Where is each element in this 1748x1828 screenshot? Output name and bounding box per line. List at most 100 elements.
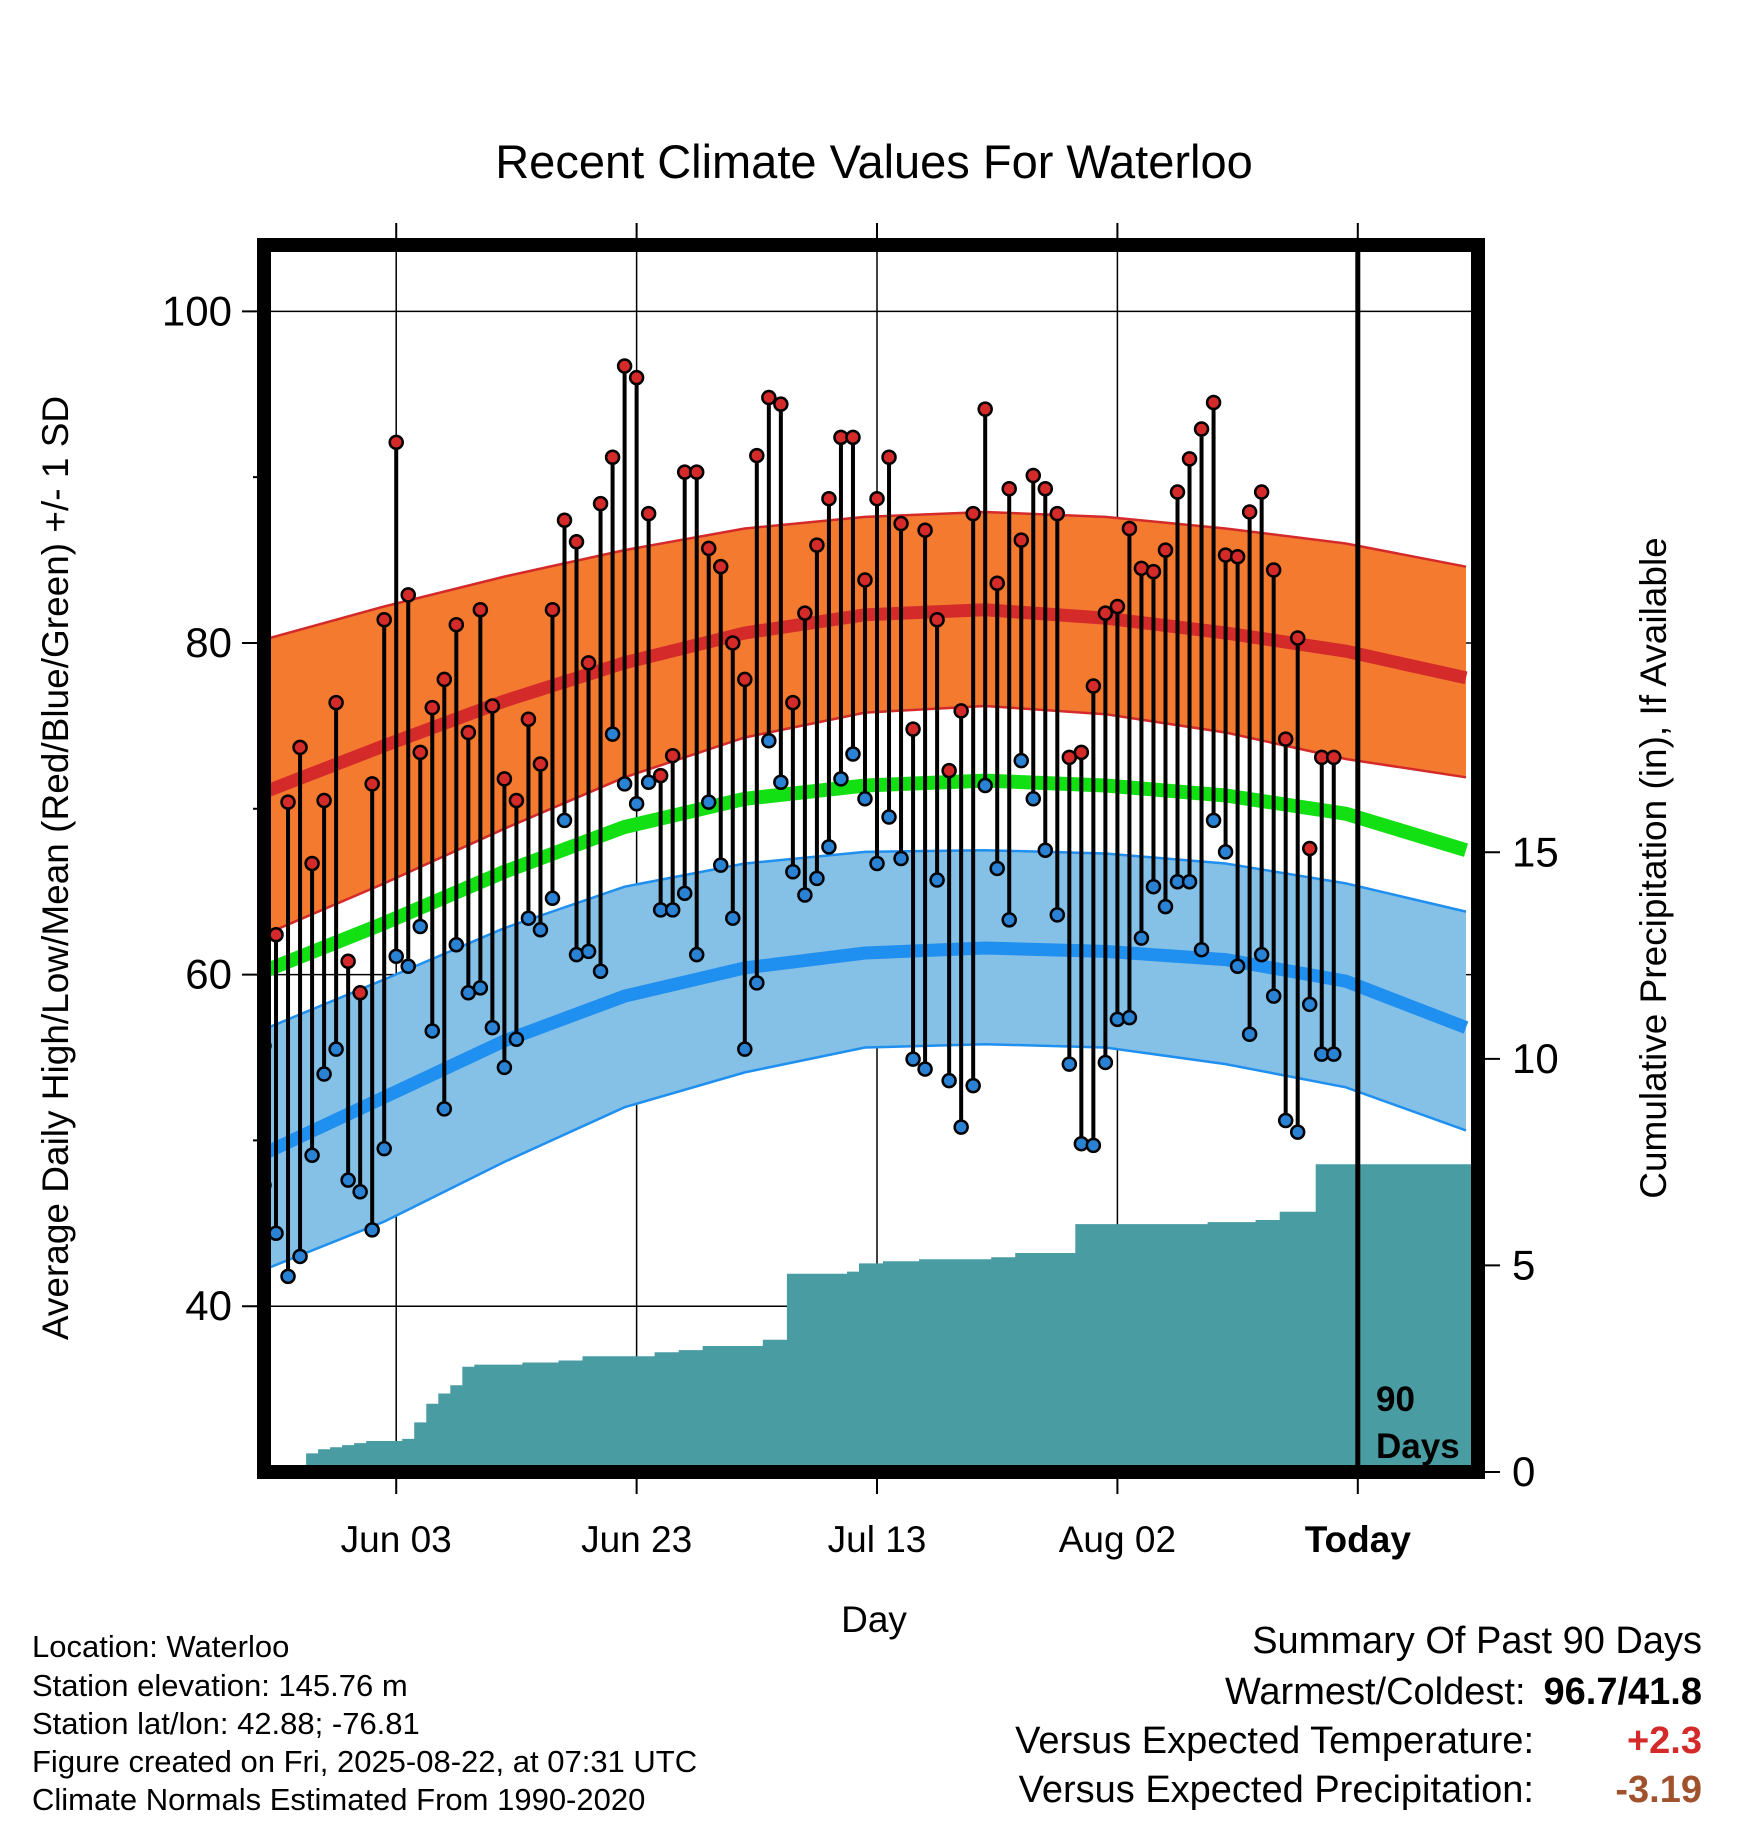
- daily-high-point: [725, 635, 741, 651]
- daily-high-point: [412, 744, 429, 761]
- daily-low-point: [388, 948, 404, 965]
- summary-precip-value: -3.19: [1615, 1769, 1702, 1811]
- daily-high-point: [797, 605, 813, 621]
- daily-low-point: [1326, 1046, 1342, 1062]
- daily-high-point: [520, 711, 537, 727]
- daily-high-point: [340, 953, 356, 970]
- daily-high-point: [1049, 505, 1066, 522]
- daily-low-point: [1265, 988, 1282, 1004]
- daily-high-point: [448, 616, 465, 633]
- daily-low-point: [1277, 1112, 1294, 1129]
- daily-low-point: [1145, 878, 1162, 895]
- daily-high-point: [737, 671, 753, 688]
- daily-low-point: [556, 812, 573, 829]
- daily-high-point: [1326, 749, 1342, 766]
- daily-low-point: [1013, 752, 1029, 769]
- daily-high-point: [652, 767, 669, 784]
- daily-high-point: [1085, 678, 1102, 694]
- y-right-tick-label: 0: [1512, 1448, 1535, 1495]
- meta-elevation: Station elevation: 145.76 m: [32, 1668, 408, 1703]
- daily-low-point: [1205, 812, 1222, 829]
- daily-low-point: [1193, 941, 1210, 958]
- summary-precip-row: Versus Expected Precipitation: -3.19: [1019, 1769, 1702, 1812]
- daily-high-point: [436, 671, 453, 688]
- daily-high-point: [580, 655, 597, 671]
- daily-low-point: [893, 850, 909, 867]
- daily-low-point: [688, 946, 705, 963]
- daily-high-point: [352, 985, 368, 1001]
- daily-low-point: [833, 771, 849, 787]
- daily-high-point: [1253, 484, 1270, 500]
- daily-low-point: [580, 943, 597, 960]
- daily-high-point: [965, 505, 981, 522]
- daily-low-point: [821, 839, 837, 855]
- daily-low-point: [424, 1023, 441, 1039]
- daily-low-point: [749, 975, 765, 991]
- meta-latlon: Station lat/lon: 42.88; -76.81: [32, 1706, 420, 1741]
- daily-low-point: [1133, 930, 1150, 946]
- daily-high-point: [640, 505, 657, 522]
- daily-low-point: [400, 958, 416, 975]
- daily-low-point: [1157, 898, 1174, 915]
- daily-high-point: [941, 762, 957, 779]
- daily-low-point: [520, 910, 537, 926]
- daily-high-point: [544, 602, 561, 618]
- daily-low-point: [929, 872, 945, 888]
- daily-high-point: [388, 434, 404, 451]
- daily-high-point: [1229, 548, 1246, 565]
- daily-low-point: [352, 1184, 368, 1200]
- daily-high-point: [917, 522, 933, 538]
- daily-low-point: [1181, 873, 1198, 890]
- daily-high-point: [484, 698, 501, 714]
- daily-low-point: [1061, 1056, 1078, 1072]
- daily-high-point: [929, 611, 945, 628]
- daily-low-point: [905, 1051, 921, 1067]
- summary-warmcold-value: 96.7/41.8: [1543, 1671, 1702, 1713]
- daily-low-point: [376, 1140, 392, 1157]
- daily-high-point: [749, 447, 765, 464]
- daily-high-point: [953, 703, 969, 719]
- x-tick-label: Jun 23: [581, 1519, 692, 1560]
- daily-low-point: [496, 1059, 513, 1076]
- daily-low-point: [881, 809, 897, 825]
- daily-low-point: [1001, 912, 1017, 928]
- daily-low-point: [544, 890, 561, 907]
- daily-high-point: [1193, 421, 1210, 437]
- daily-high-point: [700, 540, 717, 557]
- x-tick-label: Jun 03: [341, 1519, 452, 1560]
- daily-high-point: [821, 490, 837, 507]
- window-label-number: 90: [1376, 1380, 1415, 1419]
- x-tick-label: Aug 02: [1059, 1519, 1176, 1560]
- daily-low-point: [1253, 946, 1270, 963]
- summary-temp-label: Versus Expected Temperature:: [1015, 1720, 1534, 1762]
- daily-low-point: [797, 887, 813, 903]
- daily-low-point: [725, 910, 741, 926]
- daily-low-point: [1229, 958, 1246, 975]
- daily-low-point: [989, 860, 1005, 877]
- axis-layer: 40 60 80 100 0 5 10 15 Jun 03 Jun 23 Jul 13 Aug 02 T…: [162, 223, 1559, 1560]
- daily-high-point: [845, 429, 861, 446]
- daily-low-point: [328, 1041, 344, 1057]
- meta-created: Figure created on Fri, 2025-08-22, at 07…: [32, 1744, 698, 1779]
- daily-low-point: [484, 1019, 501, 1036]
- daily-high-point: [1289, 630, 1306, 646]
- plot-layer: [264, 245, 1478, 1472]
- daily-low-point: [1025, 791, 1042, 807]
- daily-low-point: [700, 794, 717, 810]
- daily-low-point: [340, 1172, 356, 1188]
- daily-low-point: [917, 1061, 933, 1077]
- y-left-tick-label: 60: [185, 951, 232, 998]
- y-left-tick-label: 100: [162, 287, 232, 334]
- daily-high-point: [664, 747, 681, 764]
- daily-low-point: [664, 902, 681, 918]
- daily-high-point: [1097, 605, 1114, 621]
- daily-low-point: [532, 922, 549, 938]
- daily-low-point: [1217, 844, 1234, 860]
- daily-high-point: [532, 756, 549, 772]
- daily-high-point: [1013, 532, 1029, 548]
- summary-warmcold-label: Warmest/Coldest:: [1224, 1671, 1526, 1713]
- y-axis-label-left: Average Daily High/Low/Mean (Red/Blue/Gr…: [35, 396, 76, 1340]
- daily-low-point: [448, 936, 465, 953]
- meta-location: Location: Waterloo: [32, 1629, 290, 1664]
- daily-high-point: [460, 724, 477, 741]
